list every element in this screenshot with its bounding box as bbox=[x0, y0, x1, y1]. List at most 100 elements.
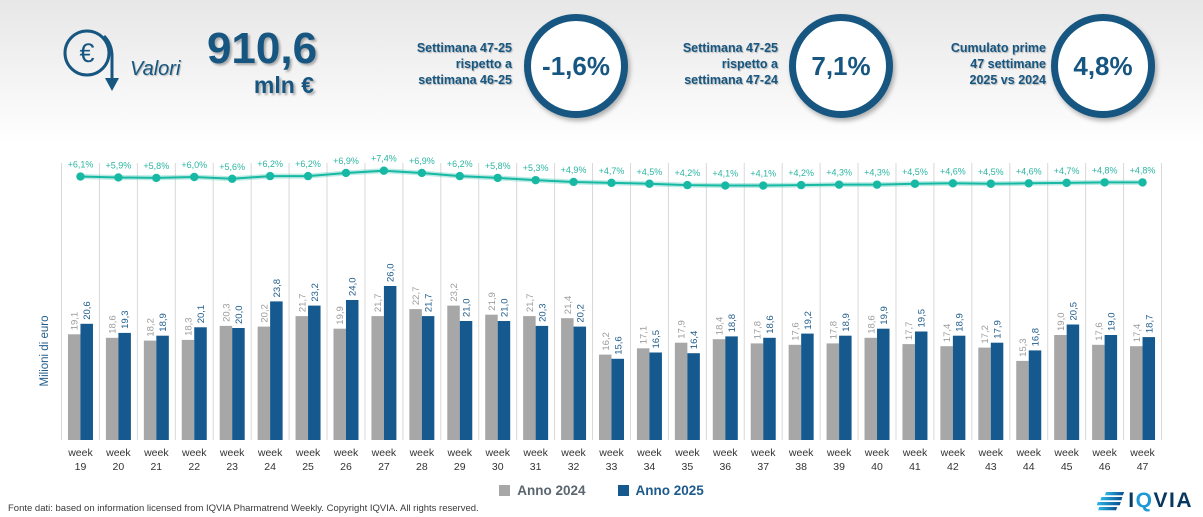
bar-value-2024-week-28: 22,7 bbox=[411, 287, 422, 306]
bar-anno-2025-week-19 bbox=[80, 323, 93, 440]
bar-anno-2025-week-22 bbox=[194, 327, 207, 440]
x-axis-word-week-37: week bbox=[750, 447, 776, 459]
trend-point-week-38 bbox=[796, 180, 806, 190]
x-axis-word-week-31: week bbox=[522, 447, 548, 459]
trend-label-week-33: +4,7% bbox=[599, 166, 625, 176]
x-axis-number-week-33: 33 bbox=[606, 461, 618, 473]
total-value: 910,6 bbox=[206, 24, 318, 73]
bar-value-2025-week-34: 16,5 bbox=[651, 330, 662, 349]
trend-point-week-40 bbox=[872, 180, 882, 189]
bar-anno-2024-week-46 bbox=[1092, 344, 1105, 440]
bar-anno-2024-week-37 bbox=[750, 343, 764, 440]
x-axis-number-week-25: 25 bbox=[302, 461, 314, 473]
bar-anno-2025-week-41 bbox=[914, 331, 928, 440]
trend-label-week-27: +7,4% bbox=[371, 154, 397, 164]
legend-label-2025: Anno 2025 bbox=[635, 483, 704, 498]
trend-point-week-46 bbox=[1100, 178, 1109, 187]
bar-anno-2025-week-21 bbox=[156, 335, 169, 440]
bar-anno-2025-week-40 bbox=[877, 328, 890, 440]
bar-value-2024-week-19: 19,1 bbox=[70, 312, 81, 331]
bar-value-2024-week-31: 21,7 bbox=[525, 294, 536, 313]
trend-point-week-35 bbox=[683, 180, 692, 190]
x-axis-word-week-19: week bbox=[67, 447, 93, 459]
x-axis-number-week-22: 22 bbox=[188, 461, 200, 473]
bar-anno-2025-week-31 bbox=[535, 325, 549, 440]
bar-anno-2025-week-35 bbox=[687, 353, 700, 440]
bar-value-2025-week-43: 17,9 bbox=[993, 320, 1004, 339]
x-axis-word-week-45: week bbox=[1053, 447, 1079, 459]
bar-anno-2024-week-44 bbox=[1016, 360, 1029, 440]
bar-value-2024-week-33: 16,2 bbox=[601, 332, 612, 351]
x-axis-number-week-19: 19 bbox=[75, 461, 87, 473]
bar-anno-2025-week-33 bbox=[611, 358, 624, 440]
bar-value-2025-week-41: 19,5 bbox=[917, 309, 928, 328]
bar-anno-2025-week-23 bbox=[232, 328, 245, 440]
x-axis-number-week-34: 34 bbox=[644, 461, 656, 473]
bar-anno-2024-week-32 bbox=[561, 318, 574, 440]
x-axis-number-week-28: 28 bbox=[416, 461, 428, 473]
trend-point-week-43 bbox=[986, 179, 996, 188]
trend-label-week-30: +5,8% bbox=[485, 161, 511, 171]
bar-value-2024-week-42: 17,4 bbox=[942, 324, 953, 343]
x-axis-number-week-35: 35 bbox=[682, 461, 694, 473]
iqvia-logo-text: IQVIA bbox=[1128, 489, 1193, 512]
values-section-label: Valori bbox=[130, 58, 181, 80]
x-axis-word-week-36: week bbox=[712, 447, 738, 459]
bar-value-2025-week-33: 15,6 bbox=[613, 336, 624, 355]
bar-value-2025-week-38: 19,2 bbox=[803, 311, 814, 330]
trend-point-week-25 bbox=[303, 171, 313, 181]
bar-value-2025-week-47: 18,7 bbox=[1144, 315, 1155, 334]
svg-text:€: € bbox=[79, 38, 94, 68]
trend-label-week-38: +4,2% bbox=[788, 168, 814, 178]
trend-point-week-39 bbox=[834, 180, 844, 189]
bar-anno-2024-week-40 bbox=[864, 337, 878, 440]
trend-label-week-35: +4,2% bbox=[674, 168, 700, 178]
bar-value-2024-week-46: 17,6 bbox=[1094, 322, 1105, 341]
x-axis-number-week-21: 21 bbox=[150, 461, 162, 473]
bar-value-2025-week-28: 21,7 bbox=[424, 294, 435, 313]
bar-anno-2025-week-28 bbox=[421, 316, 435, 440]
bar-value-2025-week-37: 18,6 bbox=[765, 315, 776, 334]
x-axis-word-week-35: week bbox=[674, 447, 700, 459]
iqvia-logo: IQVIA bbox=[1093, 489, 1193, 513]
bar-value-2025-week-40: 19,9 bbox=[879, 306, 890, 325]
bar-value-2024-week-20: 18,6 bbox=[108, 315, 119, 334]
bar-anno-2024-week-23 bbox=[219, 325, 233, 440]
trend-label-week-45: +4,7% bbox=[1054, 166, 1080, 176]
bar-value-2024-week-32: 21,4 bbox=[563, 296, 574, 315]
trend-point-week-32 bbox=[569, 177, 578, 187]
total-value-block: 910,6 mln € bbox=[192, 24, 332, 99]
bar-value-2024-week-44: 15,3 bbox=[1018, 338, 1029, 357]
y-axis-label: Milioni di euro bbox=[39, 315, 51, 387]
kpi-week-vs-prev-week-value: -1,6% bbox=[542, 50, 610, 81]
kpi-week-vs-prev-year-value: 7,1% bbox=[811, 50, 871, 81]
bar-anno-2024-week-42 bbox=[940, 346, 953, 440]
trend-point-week-23 bbox=[227, 174, 237, 183]
total-unit: mln € bbox=[253, 72, 314, 98]
bar-anno-2025-week-46 bbox=[1104, 335, 1118, 440]
trend-point-week-26 bbox=[341, 168, 351, 178]
trend-label-week-20: +5,9% bbox=[106, 160, 132, 170]
bar-value-2024-week-45: 19,0 bbox=[1056, 313, 1067, 332]
x-axis-word-week-27: week bbox=[371, 447, 397, 459]
bar-value-2025-week-31: 20,3 bbox=[537, 303, 548, 322]
x-axis-word-week-20: week bbox=[105, 447, 131, 459]
legend-item-2025: Anno 2025 bbox=[617, 483, 704, 498]
bar-anno-2024-week-33 bbox=[599, 354, 612, 440]
x-axis-word-week-33: week bbox=[598, 447, 624, 459]
trend-label-week-47: +4,8% bbox=[1130, 165, 1156, 175]
x-axis-number-week-44: 44 bbox=[1023, 461, 1035, 473]
x-axis-number-week-37: 37 bbox=[757, 461, 769, 473]
legend-item-2024: Anno 2024 bbox=[499, 483, 586, 498]
bar-value-2024-week-40: 18,6 bbox=[866, 315, 877, 334]
bar-value-2024-week-36: 18,4 bbox=[715, 317, 726, 336]
trend-point-week-31 bbox=[531, 175, 540, 185]
bar-anno-2024-week-24 bbox=[257, 326, 271, 440]
data-source-note: Fonte dati: based on information license… bbox=[8, 503, 479, 514]
bar-anno-2025-week-34 bbox=[649, 352, 662, 440]
bar-anno-2024-week-29 bbox=[447, 305, 460, 440]
x-axis-word-week-41: week bbox=[902, 447, 928, 459]
bar-value-2024-week-37: 17,8 bbox=[752, 321, 763, 340]
trend-point-week-47 bbox=[1138, 178, 1147, 187]
